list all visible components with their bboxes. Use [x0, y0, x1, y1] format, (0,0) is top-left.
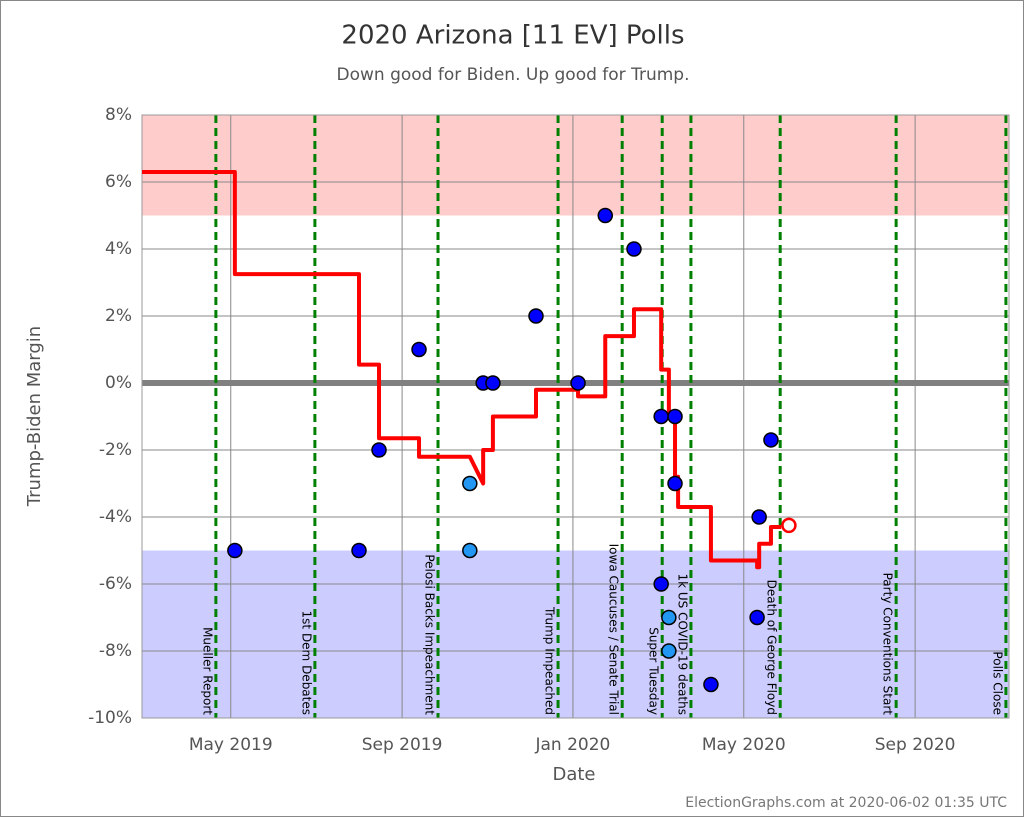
x-tick-label: Sep 2019	[362, 735, 443, 755]
x-tick-label: Sep 2020	[875, 735, 956, 755]
poll-point	[570, 375, 586, 391]
poll-point	[661, 609, 677, 626]
poll-point	[371, 442, 387, 458]
poll-point	[667, 475, 683, 492]
plot-border	[141, 114, 1010, 719]
chart-title: 2020 Arizona [11 EV] Polls	[341, 21, 684, 51]
poll-point	[667, 408, 683, 425]
y-tick-label: -8%	[99, 641, 132, 661]
poll-point	[653, 576, 669, 592]
event-label: Polls Close	[990, 651, 1004, 715]
poll-point	[227, 542, 243, 559]
chart-subtitle: Down good for Biden. Up good for Trump.	[337, 65, 690, 85]
event-label: Pelosi Backs Impeachment	[423, 554, 437, 715]
footer: ElectionGraphs.com at 2020-06-02 01:35 U…	[685, 795, 1007, 811]
poll-point	[597, 207, 614, 224]
poll-point	[528, 308, 544, 324]
event-label: Death of George Floyd	[765, 580, 779, 715]
poll-point	[485, 375, 501, 391]
y-tick-label: -10%	[88, 708, 132, 728]
event-label: Party Conventions Start	[881, 573, 895, 716]
y-tick-label: -4%	[99, 507, 132, 527]
y-tick-label: 6%	[105, 172, 132, 192]
event-label: Mueller Report	[200, 627, 214, 715]
poll-point	[351, 542, 367, 559]
event-label: Trump Impeached	[543, 606, 557, 715]
poll-point	[653, 408, 669, 425]
y-tick-label: 8%	[105, 105, 132, 125]
event-label: Super Tuesday	[647, 627, 661, 715]
poll-point	[703, 676, 719, 693]
poll-point	[462, 542, 478, 559]
poll-point	[411, 341, 427, 358]
event-label: 1st Dem Debates	[299, 611, 313, 715]
y-tick-label: -6%	[99, 574, 132, 594]
y-axis-label: Trump-Biden Margin	[24, 326, 45, 507]
poll-point	[626, 241, 642, 257]
band	[142, 115, 1009, 216]
x-tick-label: May 2019	[189, 735, 273, 755]
y-tick-label: 0%	[105, 373, 132, 393]
poll-point	[763, 432, 779, 448]
average-line	[142, 169, 782, 570]
current-average	[781, 517, 797, 534]
x-tick-label: Jan 2020	[534, 735, 610, 755]
y-tick-label: 2%	[105, 306, 132, 326]
band	[142, 550, 1009, 718]
poll-point	[749, 609, 765, 626]
poll-point	[751, 509, 767, 525]
poll-point	[462, 475, 478, 492]
x-axis-label: Date	[552, 764, 595, 785]
x-tick-label: May 2020	[702, 735, 786, 755]
poll-point	[661, 643, 677, 659]
y-tick-label: 4%	[105, 239, 132, 259]
y-tick-label: -2%	[99, 440, 132, 460]
event-label: Iowa Caucuses / Senate Trial	[607, 544, 621, 715]
event-label: 1k US COVID-19 deaths	[675, 573, 689, 715]
